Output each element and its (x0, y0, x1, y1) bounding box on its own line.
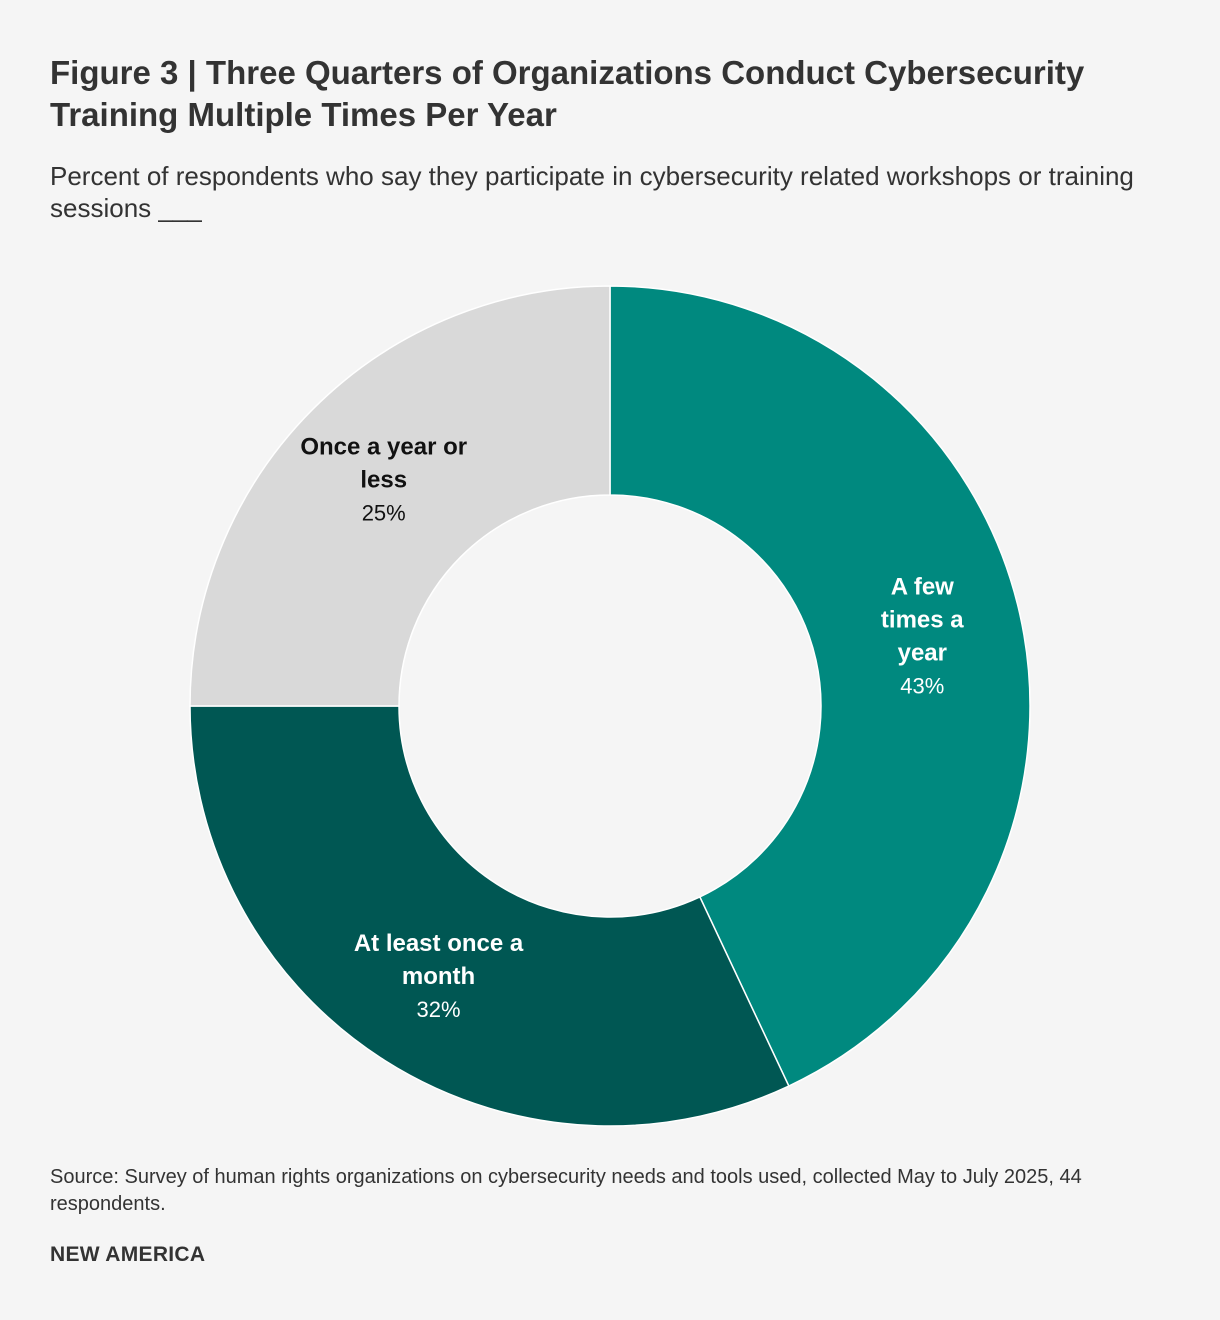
donut-slices (189, 285, 1031, 1127)
chart-title: Figure 3 | Three Quarters of Organizatio… (50, 54, 1085, 133)
slice-value-label: 25% (362, 501, 406, 526)
slice-label-line: year (898, 640, 947, 667)
slice-a-few-times-a-year (609, 285, 1031, 1088)
slice-label-at-least-once-a-month: At least once a month 32% (354, 930, 524, 1022)
slice-label-a-few-times-a-year: A few times a year 43% (881, 574, 964, 699)
slice-label-line: Once a year or (300, 434, 467, 461)
slice-label-once-a-year-or-less: Once a year or less 25% (300, 434, 467, 526)
slice-at-least-once-a-month (189, 705, 790, 1127)
slice-value-label: 43% (900, 674, 944, 699)
chart-subtitle: Percent of respondents who say they part… (50, 161, 1134, 223)
slice-value-label: 32% (417, 997, 461, 1022)
slice-labels: A few times a year 43% At least once a month 3… (300, 434, 964, 1022)
brand-logo-text: NEW AMERICA (50, 1243, 206, 1266)
slice-label-line: less (360, 467, 407, 494)
source-note: Source: Survey of human rights organizat… (50, 1166, 1082, 1215)
slice-once-a-year-or-less (189, 285, 611, 707)
slice-label-line: times a (881, 607, 964, 634)
slice-label-line: month (402, 963, 475, 990)
donut-chart: A few times a year 43% At least once a month 3… (189, 285, 1031, 1127)
slice-label-line: A few (891, 574, 954, 601)
slice-label-line: At least once a (354, 930, 524, 957)
